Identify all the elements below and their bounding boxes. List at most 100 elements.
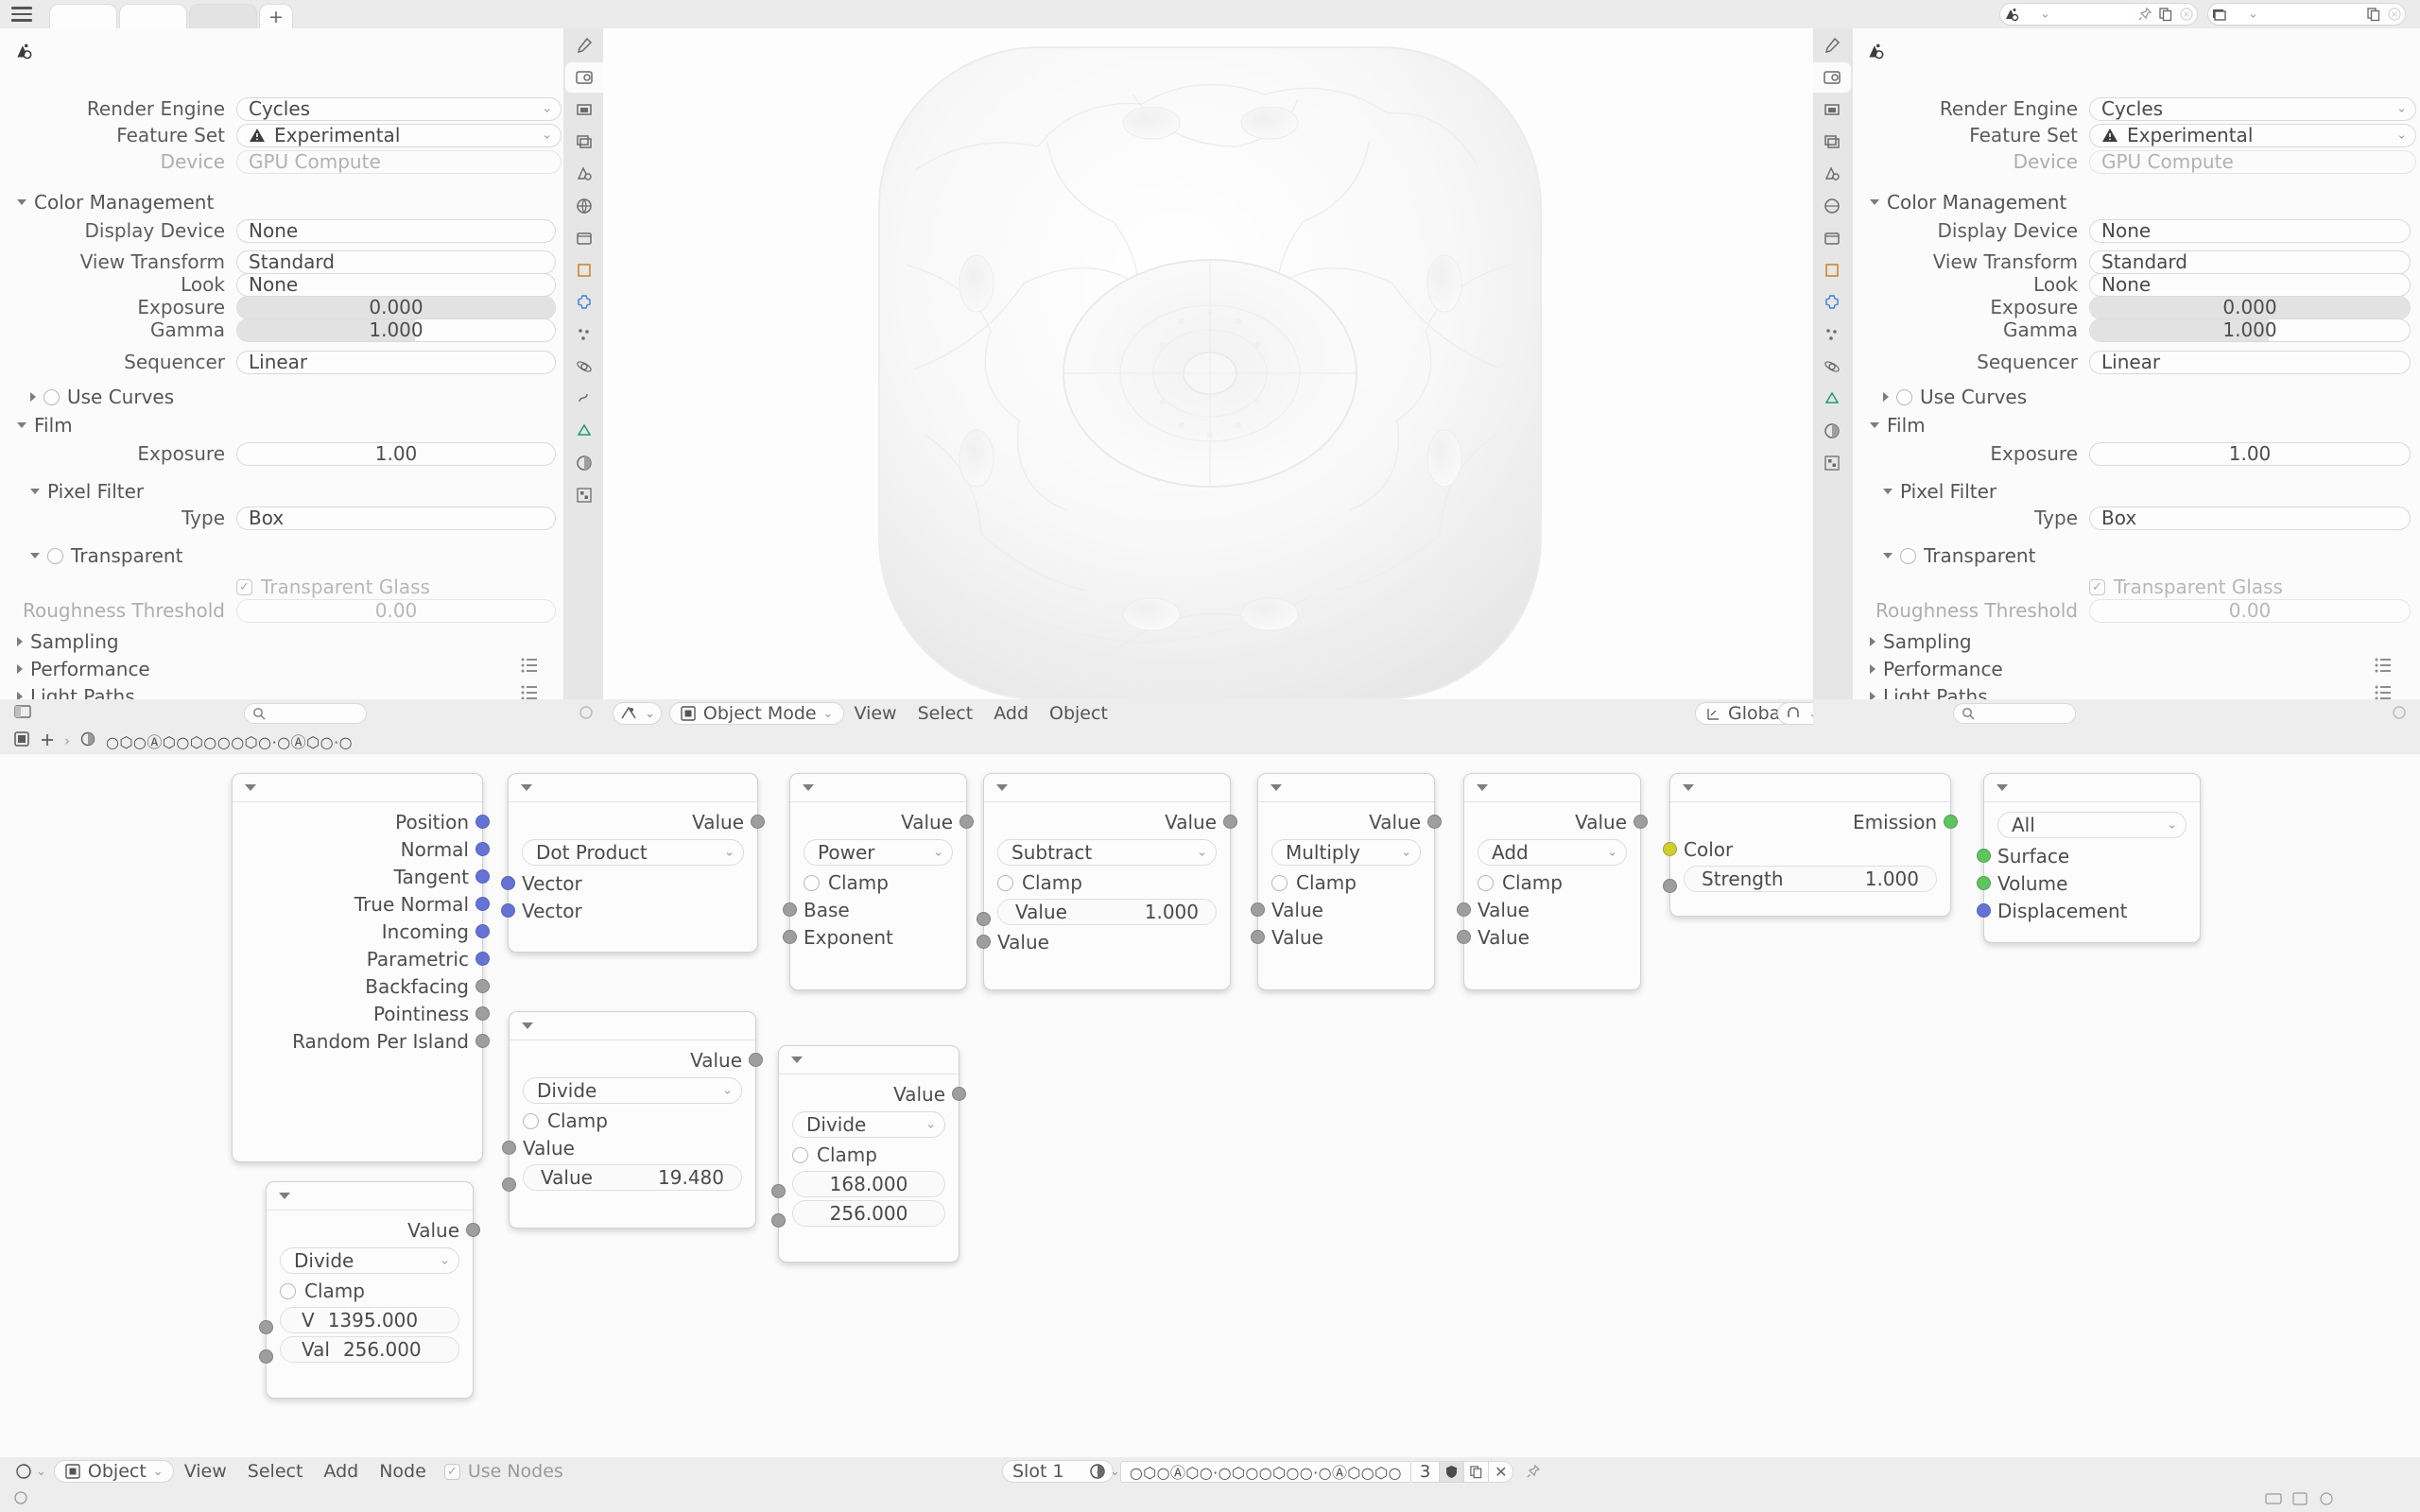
collapse-icon[interactable] xyxy=(1270,784,1282,791)
users-count-badge[interactable]: 3 xyxy=(1410,1460,1441,1483)
clamp-row[interactable]: Clamp xyxy=(510,1108,755,1134)
viewport-3d[interactable]: ⌄ Object Mode ⌄ View Select Add Object G… xyxy=(603,28,1813,728)
socket-normal[interactable]: Normal xyxy=(233,835,490,863)
node-menu-select[interactable]: Select xyxy=(247,1461,303,1482)
socket-dot[interactable] xyxy=(502,1177,516,1192)
tab-constraints[interactable] xyxy=(565,384,603,414)
socket-tangent[interactable]: Tangent xyxy=(233,863,490,890)
socket-dot[interactable] xyxy=(749,1053,763,1067)
roughness-threshold-slider[interactable]: 0.00 xyxy=(236,598,556,623)
clamp-row[interactable]: Clamp xyxy=(790,869,966,896)
socket-dot[interactable] xyxy=(1427,815,1442,829)
remove-icon[interactable] xyxy=(2384,5,2405,24)
use-nodes-toggle[interactable]: ✓ Use Nodes xyxy=(443,1461,563,1482)
section-performance-r[interactable]: Performance xyxy=(1870,658,2003,680)
material-datablock[interactable]: ⌄ ○⬡○Ⓐ⬡○·○⬡○○⬡○○·○Ⓐ⬡○⬡○ 3 ✕ xyxy=(1085,1460,1546,1483)
display-device-dropdown-r[interactable]: None xyxy=(2089,218,2411,243)
render-engine-dropdown-r[interactable]: Cycles ⌄ xyxy=(2089,96,2416,121)
value-field-1[interactable]: V 1395.000 xyxy=(280,1307,459,1333)
scene-name-field[interactable] xyxy=(2021,5,2135,24)
shader-node-editor[interactable]: › ○⬡○Ⓐ⬡○⬡○○○⬡○·○Ⓐ⬡○·○ xyxy=(0,728,2420,1486)
section-pixel-filter-r[interactable]: Pixel Filter xyxy=(1883,480,1996,503)
render-engine-dropdown[interactable]: Cycles ⌄ xyxy=(236,96,562,121)
math-operation-dropdown[interactable]: Divide ⌄ xyxy=(280,1247,459,1274)
tab-world[interactable] xyxy=(565,191,603,221)
socket-dot[interactable] xyxy=(1944,815,1958,829)
node-menu-view[interactable]: View xyxy=(183,1461,227,1482)
snap-toggle[interactable]: ⌄ xyxy=(1777,702,1813,725)
socket-color-in[interactable]: Color xyxy=(1663,835,1950,863)
section-sampling[interactable]: Sampling xyxy=(17,630,119,653)
socket-dot[interactable] xyxy=(1634,815,1648,829)
copy-icon-2[interactable] xyxy=(2363,5,2384,24)
clamp-checkbox[interactable] xyxy=(997,874,1013,891)
tab-collection-r[interactable] xyxy=(1813,223,1851,253)
cm-exposure-slider[interactable]: 0.000 xyxy=(236,295,556,319)
socket-value-out[interactable]: Value xyxy=(1464,808,1648,835)
value-field-2[interactable]: 256.000 xyxy=(792,1200,945,1227)
clamp-checkbox[interactable] xyxy=(1478,874,1494,891)
interaction-mode-dropdown[interactable]: Object Mode ⌄ xyxy=(668,702,844,725)
editor-type-selector[interactable]: ⌄ xyxy=(613,702,662,725)
tab-tool-r[interactable] xyxy=(1813,30,1851,60)
node-header[interactable] xyxy=(233,774,482,802)
tab-material-r[interactable] xyxy=(1813,416,1851,446)
socket-dot[interactable] xyxy=(1663,842,1677,856)
socket-dot[interactable] xyxy=(475,815,490,829)
node-vector-math[interactable]: Value Dot Product ⌄ Vector Vector xyxy=(501,773,765,953)
film-exposure-slider-r[interactable]: 1.00 xyxy=(2089,441,2411,466)
socket-dot[interactable] xyxy=(501,903,515,918)
node-menu-node[interactable]: Node xyxy=(379,1461,426,1482)
collapse-icon[interactable] xyxy=(803,784,814,791)
filter-icon-r[interactable] xyxy=(2392,702,2407,725)
node-header[interactable] xyxy=(1670,774,1950,802)
transparent-checkbox-r[interactable] xyxy=(1900,547,1916,564)
socket-surface[interactable]: Surface xyxy=(1977,842,2200,869)
section-performance[interactable]: Performance xyxy=(17,658,150,680)
node-material-output[interactable]: All ⌄ Surface Volume Displacement xyxy=(1977,773,2201,943)
node-header[interactable] xyxy=(510,1012,755,1040)
node-header[interactable] xyxy=(1258,774,1434,802)
light-paths-menu-icon[interactable] xyxy=(520,683,539,706)
workspace-tab-3[interactable] xyxy=(189,4,257,28)
socket-position[interactable]: Position xyxy=(233,808,490,835)
socket-dot[interactable] xyxy=(475,979,490,993)
socket-dot[interactable] xyxy=(1977,876,1991,890)
socket-dot[interactable] xyxy=(771,1184,786,1198)
display-device-dropdown[interactable]: None xyxy=(236,218,556,243)
socket-backfacing[interactable]: Backfacing xyxy=(233,972,490,1000)
tab-world-r[interactable] xyxy=(1813,191,1851,221)
value-field-2[interactable]: Value 19.480 xyxy=(523,1164,742,1191)
socket-vector-1[interactable]: Vector xyxy=(501,869,757,897)
socket-dot[interactable] xyxy=(475,842,490,856)
node-editor-type-icon[interactable] xyxy=(13,730,30,752)
section-color-management[interactable]: Color Management xyxy=(17,191,214,214)
socket-dot[interactable] xyxy=(466,1223,480,1237)
transparent-glass-checkbox[interactable]: ✓ xyxy=(236,578,252,595)
socket-parametric[interactable]: Parametric xyxy=(233,945,490,972)
collapse-icon[interactable] xyxy=(245,784,256,791)
tab-viewlayer-r[interactable] xyxy=(1813,127,1851,157)
properties-editor-type-icon-right[interactable] xyxy=(1865,42,1886,67)
tab-modifiers[interactable] xyxy=(565,287,603,318)
collapse-icon[interactable] xyxy=(279,1193,290,1199)
close-icon[interactable]: ✕ xyxy=(1489,1460,1514,1483)
node-math-subtract[interactable]: Value Subtract ⌄ Clamp Value 1.000 Value xyxy=(977,773,1237,990)
viewlayer-datablock-selector[interactable]: ⌄ xyxy=(2207,3,2406,26)
socket-true-normal[interactable]: True Normal xyxy=(233,890,490,918)
node-menu-add[interactable]: Add xyxy=(323,1461,359,1482)
tab-data-r[interactable] xyxy=(1813,384,1851,414)
socket-dot[interactable] xyxy=(475,869,490,884)
pixel-filter-type-dropdown[interactable]: Box xyxy=(236,506,556,530)
node-math-divide-a[interactable]: Value Divide ⌄ Clamp Value Value 19.480 xyxy=(502,1011,763,1228)
socket-base[interactable]: Base xyxy=(783,896,966,923)
socket-dot[interactable] xyxy=(1251,902,1265,917)
socket-dot[interactable] xyxy=(1663,879,1677,893)
sequencer-dropdown-r[interactable]: Linear xyxy=(2089,350,2411,374)
node-math-divide-b[interactable]: Value Divide ⌄ Clamp 168.000 256.000 xyxy=(771,1045,966,1263)
tab-scene-r[interactable] xyxy=(1813,159,1851,189)
tab-scene[interactable] xyxy=(565,159,603,189)
tab-collection[interactable] xyxy=(565,223,603,253)
socket-value-in-1[interactable]: Value xyxy=(1251,896,1434,923)
value-field-1[interactable]: Value 1.000 xyxy=(997,899,1217,925)
